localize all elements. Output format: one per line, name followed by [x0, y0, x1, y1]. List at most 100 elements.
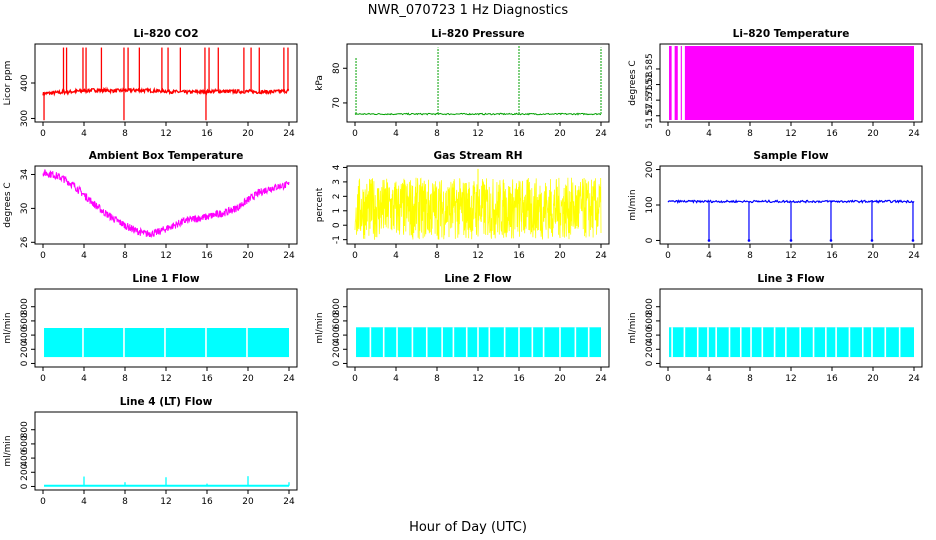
y-tick-label: 600 [645, 312, 655, 329]
panel-box_temp: Ambient Box Temperature degrees C 26 30 34 0 4… [3, 150, 298, 261]
x-tick-label: 4 [81, 251, 87, 261]
x-tick-label: 16 [513, 374, 525, 384]
x-tick-label: 8 [434, 129, 440, 139]
series-gap [574, 327, 577, 358]
x-tick-label: 16 [826, 129, 838, 139]
x-tick-label: 16 [201, 251, 213, 261]
x-tick-label: 4 [81, 129, 87, 139]
y-tick-label: 0 [645, 360, 655, 366]
series-gap [773, 327, 776, 358]
x-tick-label: 20 [867, 251, 879, 261]
x-tick-label: 12 [160, 374, 171, 384]
series-gap [425, 327, 428, 358]
y-tick-label: 0 [20, 483, 30, 489]
y-tick-label: 800 [20, 298, 30, 315]
series-fill [669, 46, 914, 120]
x-tick-label: 0 [665, 251, 671, 261]
x-tick-label: 20 [867, 374, 879, 384]
x-tick-label: 8 [747, 374, 753, 384]
y-tick-label: 600 [20, 435, 30, 452]
series-gap [452, 327, 455, 358]
series-gap [825, 327, 827, 358]
y-tick-label: 4 [332, 164, 342, 170]
series-gap [785, 327, 787, 358]
y-tick-label: 0 [20, 360, 30, 366]
x-tick-label: 8 [434, 374, 440, 384]
x-tick-label: 8 [122, 497, 128, 507]
x-tick-label: 20 [242, 374, 254, 384]
x-tick-label: 8 [122, 374, 128, 384]
series-point [829, 239, 833, 242]
x-tick-label: 12 [472, 251, 483, 261]
x-tick-label: 24 [595, 251, 607, 261]
series-gap [707, 327, 709, 358]
x-tick-label: 16 [201, 374, 213, 384]
series-gap [503, 327, 506, 358]
y-tick-label: 300 [20, 110, 30, 127]
series-line [354, 112, 602, 116]
series-gap [82, 328, 84, 358]
x-tick-label: 0 [40, 374, 46, 384]
x-tick-label: 12 [472, 129, 483, 139]
series-gap [382, 327, 385, 358]
plot-frame [34, 43, 298, 123]
series-gap [884, 327, 887, 358]
x-tick-label: 24 [595, 374, 607, 384]
y-tick-label: 30 [20, 202, 30, 214]
y-axis-label: ml/min [3, 435, 13, 466]
x-tick-label: 4 [393, 251, 399, 261]
x-tick-label: 4 [393, 129, 399, 139]
series-gap [441, 327, 443, 358]
series-gap [671, 46, 675, 120]
y-tick-label: 400 [20, 326, 30, 343]
x-tick-label: 24 [908, 251, 920, 261]
y-tick-label: 400 [20, 449, 30, 466]
series-point [747, 239, 751, 242]
y-tick-label: 70 [332, 97, 342, 109]
series-gap [861, 327, 864, 358]
y-axis-label: ml/min [315, 312, 325, 343]
panel-pressure: Li–820 Pressure kPa 70 80 0 4 8 12 16 20 24 [315, 28, 610, 139]
x-tick-label: 24 [908, 129, 920, 139]
y-tick-label: 800 [20, 421, 30, 438]
x-tick-label: 4 [706, 129, 712, 139]
panel-title: Li–820 CO2 [133, 28, 198, 40]
plot-frame [34, 165, 298, 245]
x-tick-label: 12 [160, 129, 171, 139]
x-tick-label: 0 [352, 374, 358, 384]
series-gap [681, 46, 685, 120]
series-line [354, 177, 602, 240]
series-gap [246, 328, 248, 358]
panel-co2: Li–820 CO2 Licor ppm 300 400 0 4 8 12 16 20 24 [3, 28, 298, 139]
y-tick-label: 100 [645, 196, 655, 213]
y-tick-label: 800 [645, 298, 655, 315]
y-axis-label: degrees C [628, 60, 638, 105]
x-tick-label: 20 [242, 497, 254, 507]
series-gap [799, 327, 802, 358]
plot-frame [346, 43, 610, 123]
y-tick-label: 800 [332, 298, 342, 315]
series-gap [542, 327, 545, 358]
series-gap [587, 327, 590, 358]
y-axis-label: ml/min [628, 312, 638, 343]
panel-title: Line 4 (LT) Flow [120, 396, 213, 408]
x-tick-label: 24 [283, 251, 295, 261]
x-tick-label: 20 [554, 251, 566, 261]
series-gap [411, 327, 414, 358]
x-tick-label: 12 [785, 129, 796, 139]
y-tick-label: 1 [332, 208, 342, 214]
series-gap [728, 327, 731, 358]
series-gap [518, 327, 520, 358]
x-tick-label: 0 [665, 129, 671, 139]
x-tick-label: 20 [554, 374, 566, 384]
y-axis-label: ml/min [3, 312, 13, 343]
x-tick-label: 8 [434, 251, 440, 261]
series-gap [761, 327, 764, 358]
series-gap [488, 327, 491, 358]
series-gap [750, 327, 752, 358]
series-point [870, 239, 874, 242]
